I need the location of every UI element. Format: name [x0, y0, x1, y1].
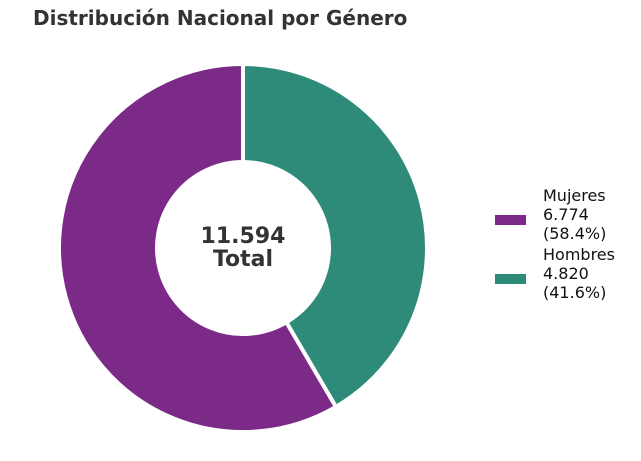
donut-slices [57, 61, 429, 434]
legend-label-mujeres: Mujeres [543, 186, 606, 205]
legend-percent-hombres: (41.6%) [543, 283, 606, 302]
center-total-value: 11.594 [201, 224, 286, 249]
legend-value-mujeres: 6.774 [543, 205, 589, 224]
legend-value-hombres: 4.820 [543, 264, 589, 283]
slice-hombres [241, 61, 429, 410]
legend-swatch-mujeres [495, 215, 526, 225]
center-total-caption: Total [213, 247, 273, 272]
legend-label-hombres: Hombres [543, 245, 615, 264]
chart-title: Distribución Nacional por Género [33, 6, 407, 30]
legend-swatch-hombres [495, 274, 526, 284]
slice-mujeres [57, 61, 339, 434]
legend-percent-mujeres: (58.4%) [543, 224, 606, 243]
